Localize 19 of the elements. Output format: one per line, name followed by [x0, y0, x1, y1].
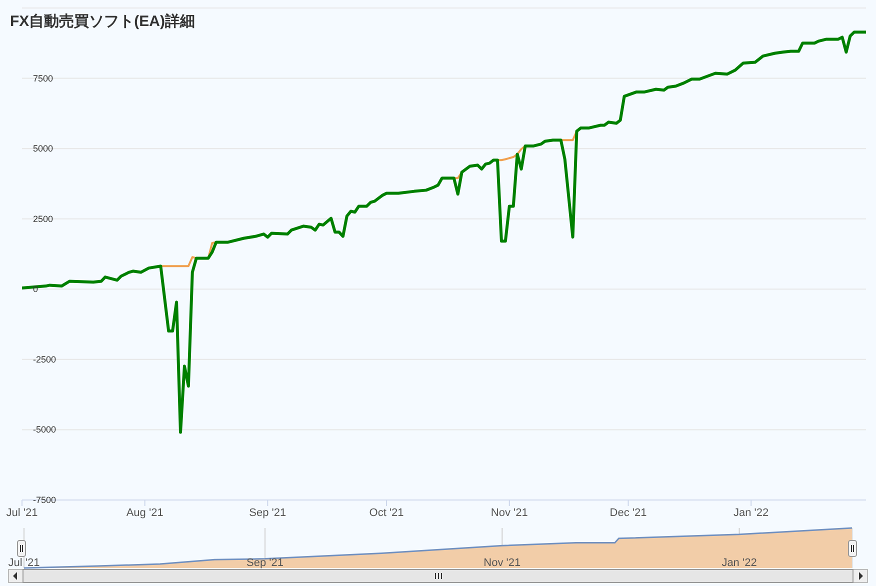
line-series — [22, 30, 866, 434]
x-tick-label: Nov '21 — [484, 557, 521, 569]
x-tick-label: Aug '21 — [126, 506, 164, 519]
y-tick-label: -2500 — [33, 354, 56, 364]
x-tick-label: Dec '21 — [610, 506, 647, 519]
x-tick-label: Jan '22 — [734, 506, 769, 519]
y-tick-label: 2500 — [33, 214, 54, 224]
chart-title: FX自動売買ソフト(EA)詳細 — [10, 12, 195, 31]
y-tick-label: 5000 — [33, 144, 54, 154]
x-tick-label: Jul '21 — [8, 557, 40, 569]
x-tick-label: Jan '22 — [722, 557, 757, 569]
x-tick-label: Nov '21 — [490, 506, 528, 519]
x-tick-label: Sep '21 — [246, 557, 284, 569]
y-tick-label: -5000 — [33, 424, 56, 435]
x-tick-label: Oct '21 — [369, 506, 404, 519]
x-tick-label: Sep '21 — [249, 506, 286, 519]
y-tick-label: -7500 — [33, 495, 56, 505]
y-tick-label: 7500 — [33, 73, 54, 84]
x-tick-label: Jul '21 — [6, 506, 38, 519]
